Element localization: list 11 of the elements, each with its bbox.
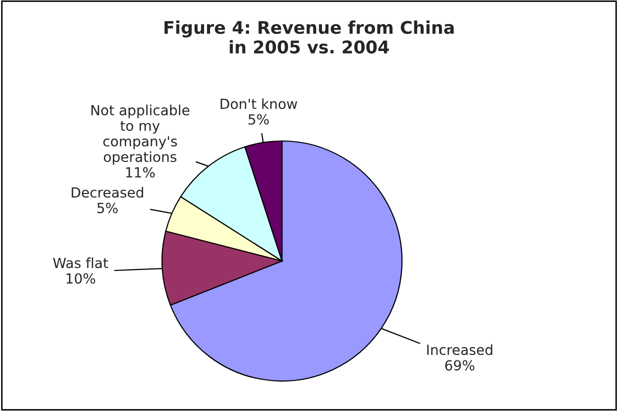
slice-label: Decreased [72, 186, 144, 198]
slice-label: Was flat [53, 257, 108, 268]
slice-label: Don't know [220, 98, 298, 110]
data-label: 10% [66, 273, 96, 284]
data-label: 5% [248, 114, 269, 125]
data-label: 5% [97, 202, 118, 214]
slice-label: Not applicable to my company's operations [91, 104, 190, 165]
data-label: 11% [126, 167, 155, 178]
data-label: 69% [445, 360, 474, 371]
slice-label: Increased [427, 344, 492, 356]
chart-title: Figure 4: Revenue from China in 2005 vs. 2004 [164, 20, 454, 54]
